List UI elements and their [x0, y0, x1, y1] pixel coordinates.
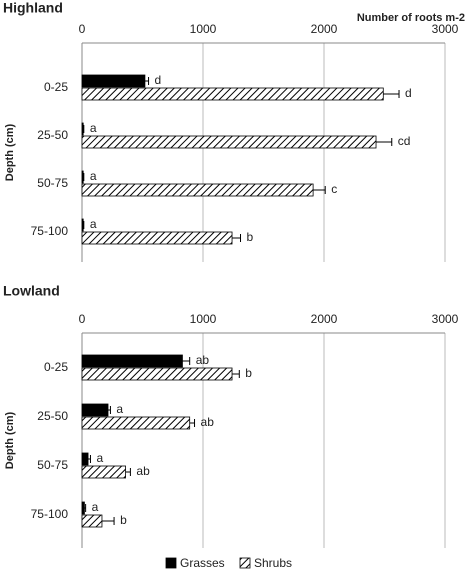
error-bar [108, 406, 111, 414]
y-tick-label: 0-25 [44, 360, 68, 374]
significance-letter: ab [196, 353, 210, 367]
error-bar [125, 468, 131, 476]
error-bar [83, 221, 85, 229]
x-tick-label: 0 [79, 22, 86, 36]
significance-letter: a [96, 451, 103, 465]
significance-letter: a [116, 402, 123, 416]
legend-label: Shrubs [254, 556, 292, 570]
bar [81, 416, 191, 430]
bar [81, 74, 146, 88]
legend-swatch [165, 557, 177, 569]
y-axis-label: Depth (cm) [4, 411, 16, 469]
significance-letter: a [92, 500, 99, 514]
y-tick-label: 50-75 [37, 176, 68, 190]
error-bar [232, 234, 242, 242]
significance-letter: ab [201, 415, 215, 429]
y-axis-label: Depth (cm) [4, 123, 16, 181]
error-bar [101, 517, 115, 525]
significance-letter: c [331, 182, 337, 196]
error-bar [88, 455, 91, 463]
legend-label: Grasses [180, 556, 225, 570]
significance-letter: b [247, 230, 254, 244]
significance-letter: a [90, 217, 97, 231]
significance-letter: b [245, 366, 252, 380]
bar [81, 465, 126, 479]
y-tick-label: 75-100 [31, 224, 69, 238]
error-bar [313, 186, 326, 194]
x-tick-label: 1000 [190, 22, 217, 36]
error-bar [232, 370, 240, 378]
significance-letter: ab [136, 464, 150, 478]
bar [81, 501, 85, 515]
panel-title: Highland [3, 0, 63, 16]
x-axis-label: Number of roots m-2 [357, 12, 465, 24]
error-bar [84, 504, 87, 512]
bar [81, 87, 384, 101]
error-bar [383, 90, 400, 98]
bar [81, 135, 377, 149]
bar [81, 183, 314, 197]
bar [81, 403, 109, 417]
error-bar [83, 125, 85, 133]
bar [81, 354, 183, 368]
y-tick-label: 75-100 [31, 507, 69, 521]
panel-title: Lowland [3, 283, 60, 299]
x-tick-label: 3000 [432, 22, 459, 36]
bar [81, 231, 233, 245]
significance-letter: cd [398, 134, 411, 148]
x-tick-label: 0 [79, 312, 86, 326]
significance-letter: a [90, 121, 97, 135]
x-tick-label: 2000 [311, 312, 338, 326]
significance-letter: d [405, 86, 412, 100]
x-tick-label: 2000 [311, 22, 338, 36]
error-bar [144, 77, 150, 85]
bar [81, 452, 89, 466]
y-tick-label: 0-25 [44, 80, 68, 94]
x-tick-label: 1000 [190, 312, 217, 326]
bar [81, 367, 233, 381]
bar [81, 218, 84, 232]
x-tick-label: 3000 [432, 312, 459, 326]
error-bar [376, 138, 393, 146]
y-tick-label: 50-75 [37, 458, 68, 472]
error-bar [189, 419, 196, 427]
error-bar [83, 173, 85, 181]
y-tick-label: 25-50 [37, 409, 68, 423]
error-bar [182, 357, 191, 365]
bar [81, 122, 84, 136]
bar [81, 514, 103, 528]
legend-swatch [239, 557, 251, 569]
significance-letter: d [155, 73, 162, 87]
significance-letter: b [120, 513, 127, 527]
significance-letter: a [90, 169, 97, 183]
bar [81, 170, 84, 184]
y-tick-label: 25-50 [37, 128, 68, 142]
